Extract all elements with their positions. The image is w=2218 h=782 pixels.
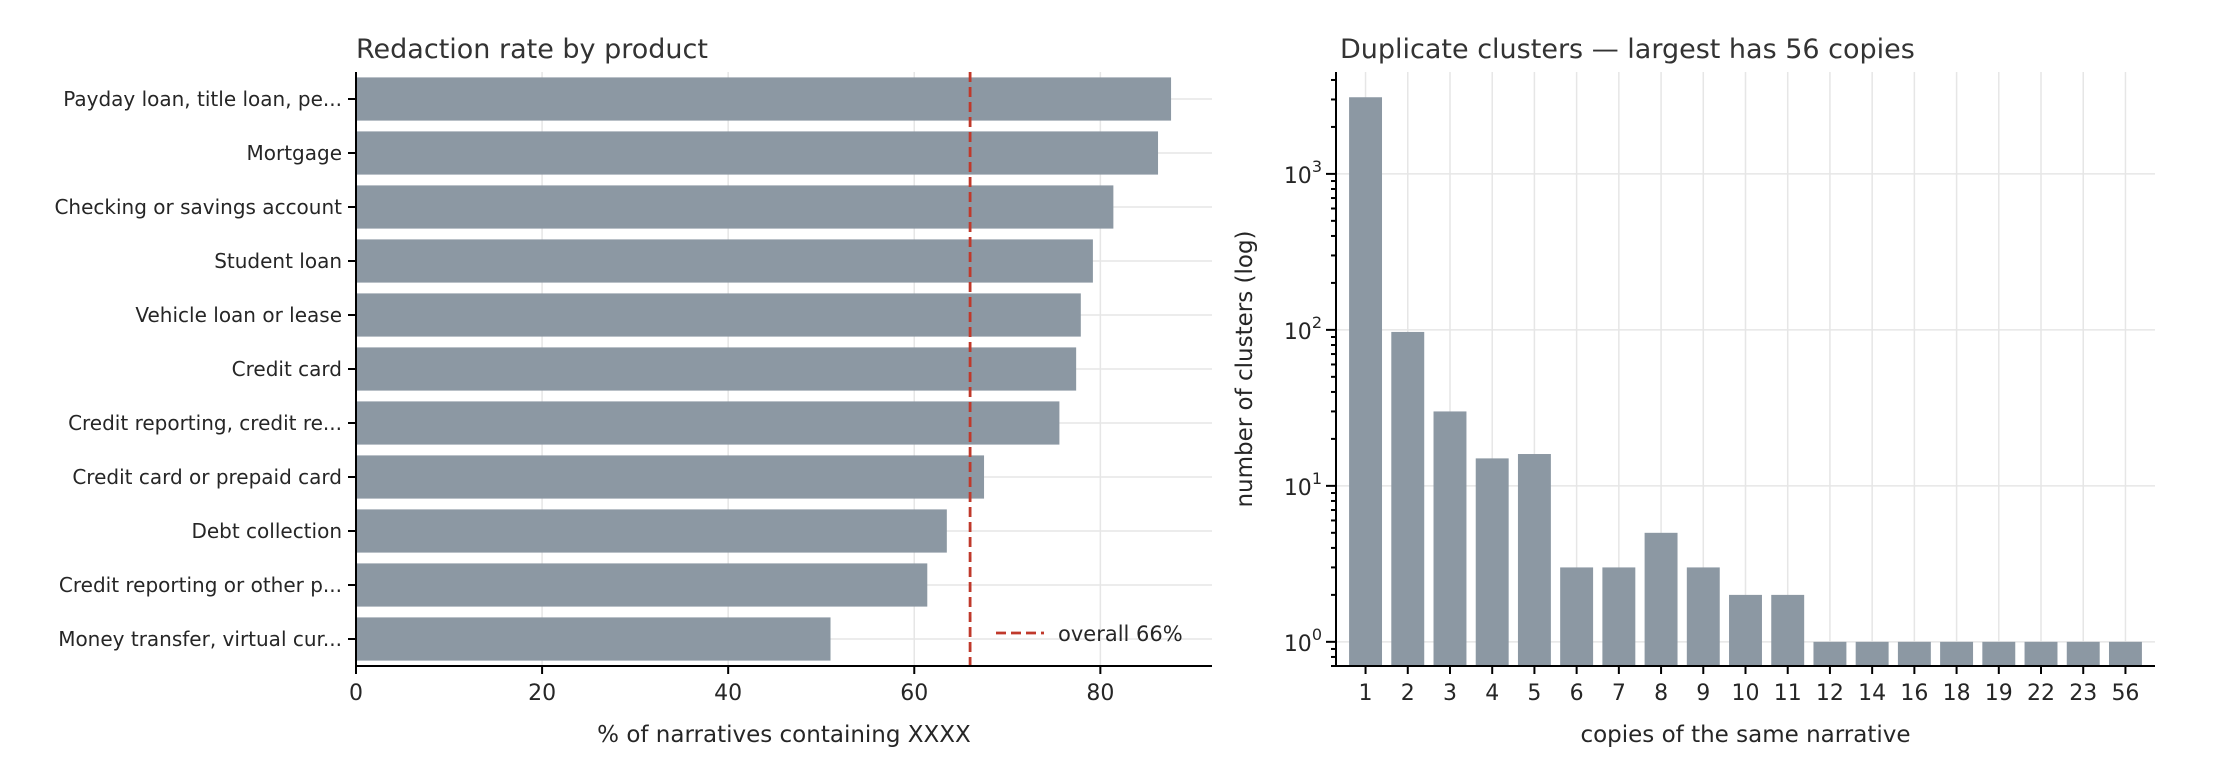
y-tick-label: 101 [1284, 469, 1322, 501]
y-tick-labels: 100 101 102 103 [1284, 78, 1336, 667]
x-tick-label: 3 [1443, 681, 1457, 706]
y-tick-label: Credit card or prepaid card [72, 465, 342, 489]
x-tick-labels: 1 2 3 4 5 6 7 8 9 10 11 12 14 16 18 19 22 23 56 [1359, 666, 2139, 706]
x-tick-label: 19 [1985, 681, 2013, 706]
legend: overall 66% [996, 622, 1183, 646]
bar-series [1349, 97, 2142, 667]
x-tick-label: 5 [1527, 681, 1541, 706]
x-tick-label: 11 [1774, 681, 1802, 706]
bar [356, 455, 985, 499]
bar [1855, 641, 1889, 666]
gridlines [1336, 72, 2155, 666]
y-tick-label: Credit card [232, 357, 342, 381]
bar [356, 185, 1114, 229]
x-tick-label: 18 [1943, 681, 1971, 706]
y-tick-label: Credit reporting or other p... [59, 573, 342, 597]
bar [1940, 641, 1974, 666]
y-tick-label: Payday loan, title loan, pe... [63, 87, 342, 111]
bar [1602, 567, 1636, 666]
x-axis-label: copies of the same narrative [1580, 722, 1910, 748]
x-tick-label: 12 [1816, 681, 1844, 706]
bar [1771, 594, 1805, 666]
x-tick-label: 60 [900, 681, 928, 706]
bar [2024, 641, 2058, 666]
chart-title: Duplicate clusters — largest has 56 copi… [1340, 34, 1915, 65]
x-tick-label: 80 [1086, 681, 1114, 706]
bar [1982, 641, 2016, 666]
bar [2108, 641, 2142, 666]
y-tick-labels: Payday loan, title loan, pe... Mortgage Ch… [54, 87, 356, 651]
legend-entry: overall 66% [1058, 622, 1183, 646]
x-tick-label: 8 [1654, 681, 1668, 706]
x-tick-label: 56 [2111, 681, 2139, 706]
x-tick-label: 40 [714, 681, 742, 706]
bar [1349, 97, 1383, 667]
bar [1729, 594, 1762, 666]
bar [2066, 641, 2100, 666]
bar [356, 77, 1172, 121]
y-tick-label: Debt collection [191, 519, 342, 543]
x-tick-label: 6 [1570, 681, 1584, 706]
x-tick-label: 7 [1612, 681, 1626, 706]
bar [356, 401, 1060, 445]
bar [356, 239, 1093, 283]
x-tick-label: 10 [1732, 681, 1760, 706]
bar [356, 293, 1081, 337]
x-tick-label: 14 [1858, 681, 1886, 706]
y-tick-label: Vehicle loan or lease [135, 303, 342, 327]
bar [356, 347, 1077, 391]
bar [1813, 641, 1847, 666]
y-tick-label: 102 [1284, 313, 1322, 345]
y-tick-label: Money transfer, virtual cur... [58, 627, 342, 651]
y-axis-label: number of clusters (log) [1232, 230, 1258, 507]
x-tick-label: 23 [2069, 681, 2097, 706]
bar [356, 563, 928, 607]
y-tick-label: Student loan [214, 249, 342, 273]
x-tick-label: 0 [349, 681, 363, 706]
x-tick-label: 9 [1696, 681, 1710, 706]
bar [1517, 454, 1551, 666]
bar [356, 617, 831, 661]
bar-series [356, 77, 1172, 661]
chart-title: Redaction rate by product [356, 34, 708, 65]
x-tick-label: 4 [1485, 681, 1499, 706]
y-tick-label: Checking or savings account [54, 195, 342, 219]
x-tick-label: 20 [528, 681, 556, 706]
x-tick-label: 1 [1359, 681, 1373, 706]
bar [1391, 331, 1425, 666]
x-tick-label: 2 [1401, 681, 1415, 706]
bar [1897, 641, 1931, 666]
bar [1475, 458, 1509, 666]
bar [356, 509, 947, 553]
x-tick-label: 22 [2027, 681, 2055, 706]
duplicate-clusters-chart: Duplicate clusters — largest has 56 copi… [1232, 34, 2155, 748]
x-tick-label: 16 [1900, 681, 1928, 706]
redaction-rate-chart: Redaction rate by product Payday loan, t… [54, 34, 1212, 748]
bar [1560, 567, 1594, 666]
bar [1433, 411, 1467, 666]
x-tick-labels: 0 20 40 60 80 [349, 666, 1114, 706]
bar [1686, 567, 1720, 666]
y-tick-label: 100 [1284, 625, 1322, 657]
y-tick-label: Mortgage [246, 141, 342, 165]
y-tick-label: 103 [1284, 157, 1322, 189]
x-axis-label: % of narratives containing XXXX [597, 722, 971, 748]
y-tick-label: Credit reporting, credit re... [68, 411, 342, 435]
bar [356, 131, 1159, 175]
bar [1644, 532, 1678, 666]
